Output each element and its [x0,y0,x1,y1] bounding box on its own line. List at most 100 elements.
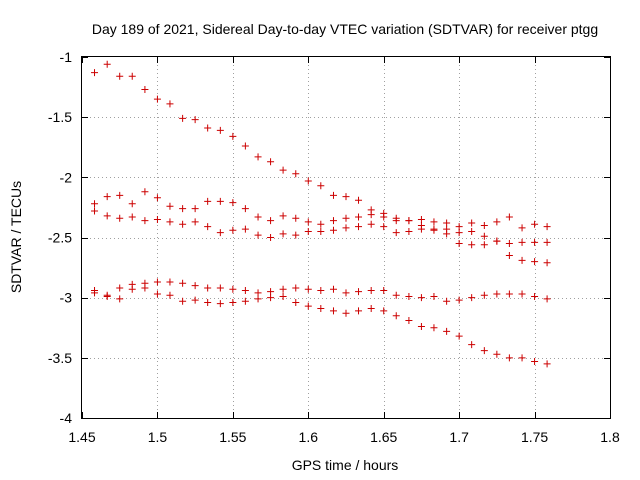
data-point [292,298,300,306]
y-tick-label: -1.5 [48,109,72,125]
y-tick-label: -1 [60,49,73,65]
data-point [116,72,124,80]
data-point [455,296,463,304]
y-tick-labels: -1 -1.5 -2 -2.5 -3 -3.5 -4 [48,49,72,426]
data-point [380,209,388,217]
data-point [191,282,199,290]
data-point [116,284,124,292]
data-point [417,294,425,302]
data-point [443,219,451,227]
data-point [153,278,161,286]
data-point [430,324,438,332]
data-point [103,193,111,201]
data-point [380,286,388,294]
data-point [355,223,363,231]
data-point [292,231,300,239]
data-point [417,225,425,233]
data-point [216,284,224,292]
data-point [505,252,513,260]
data-point [342,193,350,201]
data-point [229,226,237,234]
x-tick-label: 1.5 [148,429,168,445]
data-point [116,295,124,303]
data-point [279,292,287,300]
data-point [241,286,249,294]
data-point [543,238,551,246]
data-point [254,231,262,239]
x-tick-label: 1.75 [521,429,548,445]
data-point [128,200,136,208]
data-point [204,197,212,205]
data-point [455,240,463,248]
data-point [254,289,262,297]
data-point [367,211,375,219]
series-4 [91,278,551,305]
data-point [342,289,350,297]
data-point [241,225,249,233]
y-axis-label: SDTVAR / TECUs [8,181,24,293]
data-point [518,224,526,232]
data-point [480,232,488,240]
data-point [304,285,312,293]
data-point [128,213,136,221]
data-point [267,288,275,296]
data-point [367,304,375,312]
data-point [329,217,337,225]
data-markers [91,60,551,368]
data-point [267,217,275,225]
data-point [166,291,174,299]
data-point [480,347,488,355]
data-point [430,292,438,300]
data-point [279,285,287,293]
data-point [518,238,526,246]
data-point [430,218,438,226]
data-point [392,229,400,237]
data-point [430,226,438,234]
data-point [493,218,501,226]
data-point [329,226,337,234]
data-point [543,295,551,303]
data-point [292,214,300,222]
data-point [405,217,413,225]
data-point [241,205,249,213]
x-tick-label: 1.6 [299,429,319,445]
data-point [191,116,199,124]
series-2 [91,188,551,232]
data-point [153,290,161,298]
data-point [229,285,237,293]
y-tick-label: -3 [60,290,73,306]
data-point [405,292,413,300]
data-point [279,230,287,238]
data-point [191,296,199,304]
y-tick-label: -2 [60,169,73,185]
data-point [191,218,199,226]
plot-frame [81,56,611,419]
data-point [153,95,161,103]
data-point [128,285,136,293]
data-point [518,256,526,264]
data-point [342,309,350,317]
data-point [216,300,224,308]
data-point [329,191,337,199]
data-point [468,294,476,302]
data-point [204,284,212,292]
data-point [380,307,388,315]
series-3 [91,207,551,248]
data-point [179,205,187,213]
data-point [216,197,224,205]
data-point [304,177,312,185]
data-point [417,215,425,223]
data-point [443,297,451,305]
data-point [468,219,476,227]
series-1 [91,60,551,267]
data-point [153,194,161,202]
data-point [279,212,287,220]
data-point [204,223,212,231]
data-point [267,294,275,302]
data-point [103,292,111,300]
data-point [216,126,224,134]
x-tick-label: 1.8 [600,429,620,445]
data-point [191,205,199,213]
x-tick-labels: 1.45 1.5 1.55 1.6 1.65 1.7 1.75 1.8 [68,429,620,445]
